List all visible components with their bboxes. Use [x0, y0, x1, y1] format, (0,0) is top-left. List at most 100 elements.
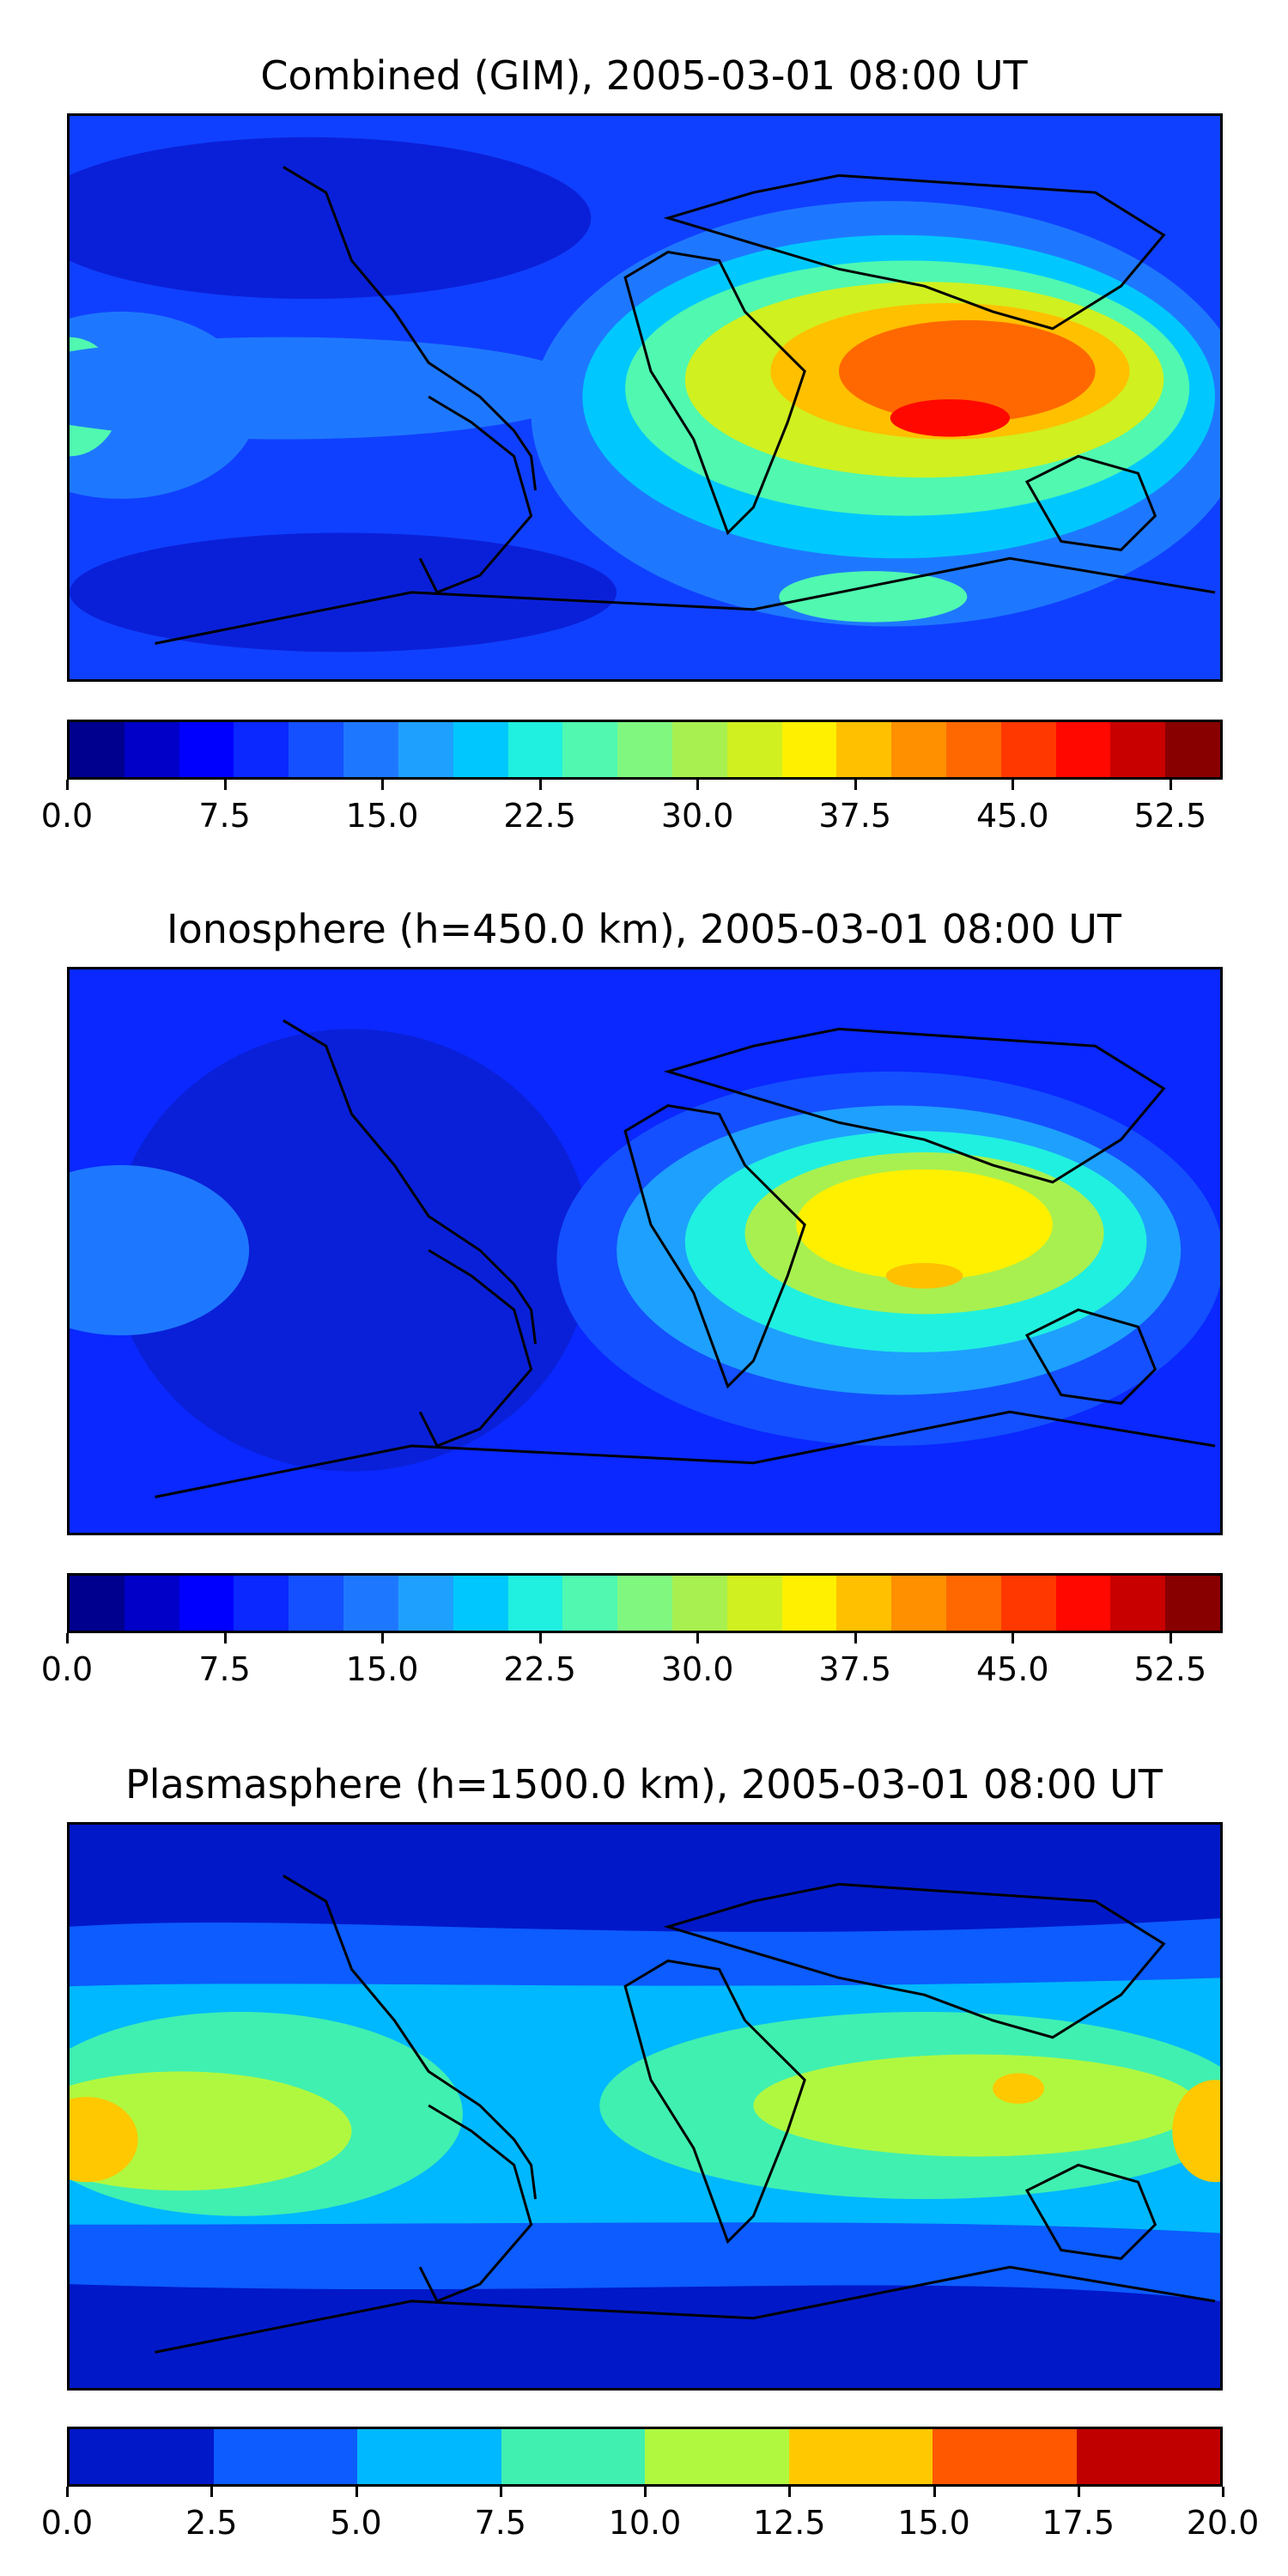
colorbar-segment	[1055, 1576, 1111, 1631]
tec-contour-4	[70, 2071, 352, 2191]
colorbar-segment	[891, 722, 946, 777]
map-plasmasphere	[67, 1822, 1223, 2391]
colorbar-segment	[124, 1576, 179, 1631]
colorbar-segment	[398, 1576, 453, 1631]
tec-band	[70, 337, 592, 440]
colorbar-segment	[933, 2429, 1077, 2484]
coastline-antarctica	[155, 556, 1216, 645]
tec-contour-6	[838, 319, 1096, 422]
colorbar-tick-label: 7.5	[198, 1650, 251, 1688]
map-ionosphere	[67, 967, 1223, 1535]
colorbar-segment	[891, 1576, 946, 1631]
colorbar-tick-label: 12.5	[752, 2504, 826, 2542]
coastline-americas	[283, 1874, 538, 2200]
tec-contour-6	[885, 1262, 963, 1289]
colorbar-tick-label: 0.0	[40, 2504, 94, 2542]
colorbar-segment	[1076, 2429, 1220, 2484]
colorbar-segment	[501, 2429, 645, 2484]
tec-band	[70, 1164, 250, 1336]
colorbar-segment	[836, 722, 892, 777]
coastline-australia	[1024, 2163, 1157, 2260]
colorbar-segment	[179, 722, 234, 777]
colorbar-segment	[946, 722, 1001, 777]
coastline-eurasia	[663, 1027, 1166, 1184]
colorbar-ticks-ionosphere: 0.0 7.5 15.0 22.5 30.0 37.5 45.0 52.5	[41, 1633, 1223, 1688]
colorbar-segment	[453, 722, 508, 777]
colorbar-segment	[343, 722, 398, 777]
colorbar-tick-label: 10.0	[608, 2504, 682, 2542]
colorbar-segment	[788, 2429, 933, 2484]
colorbar-segment	[289, 722, 344, 777]
coastline-eurasia	[663, 1882, 1166, 2039]
map-plasmasphere-svg	[70, 1825, 1220, 2388]
tec-contour-5	[993, 2073, 1044, 2105]
colorbar-tick-label: 17.5	[1042, 2504, 1115, 2542]
colorbar-segment	[289, 1576, 344, 1631]
map-combined	[67, 113, 1223, 682]
colorbar-segment	[507, 1576, 563, 1631]
colorbar-segment	[1055, 722, 1111, 777]
colorbar-tick-label: 15.0	[345, 797, 419, 835]
colorbar-tick-label: 45.0	[975, 1650, 1049, 1688]
coastlines	[155, 1874, 1216, 2354]
coastline-eurasia	[663, 173, 1166, 331]
colorbar-tick-label: 15.0	[897, 2504, 970, 2542]
colorbar-segment	[70, 1576, 125, 1631]
colorbar-segment	[671, 1576, 727, 1631]
colorbar-tick-label: 0.0	[40, 797, 94, 835]
coastline-americas	[283, 1019, 538, 1345]
colorbar-tick-label: 52.5	[1133, 1650, 1207, 1688]
colorbar-segment	[1165, 722, 1221, 777]
colorbar-tick-label: 5.0	[330, 2504, 382, 2542]
colorbar-segment	[1000, 1576, 1056, 1631]
panel-title-combined: Combined (GIM), 2005-03-01 08:00 UT	[260, 52, 1028, 99]
panel-title-plasmasphere: Plasmasphere (h=1500.0 km), 2005-03-01 0…	[125, 1761, 1163, 1807]
colorbar-segment	[726, 1576, 782, 1631]
coastline-africa	[623, 1103, 806, 1389]
colorbar-segment	[124, 722, 179, 777]
panel-title-ionosphere: Ionosphere (h=450.0 km), 2005-03-01 08:0…	[167, 906, 1121, 952]
colorbar-segment	[1110, 722, 1166, 777]
colorbar-ticks-plasmasphere: 0.0 2.5 5.0 7.5 10.0 12.5 15.0 17.5 20.0	[41, 2487, 1259, 2542]
tec-low-region	[70, 532, 617, 653]
coastline-africa	[623, 1959, 806, 2245]
colorbar-segment	[1000, 722, 1056, 777]
colorbar-segment	[562, 722, 618, 777]
colorbar-tick-label: 22.5	[503, 1650, 576, 1688]
colorbar-tick-label: 22.5	[503, 797, 576, 835]
coastlines	[155, 166, 1216, 645]
tec-low-region	[112, 1029, 592, 1472]
coastlines	[155, 1019, 1216, 1498]
colorbar-segment	[70, 722, 125, 777]
colorbar-segment	[453, 1576, 508, 1631]
colorbar-tick-label: 30.0	[660, 797, 734, 835]
tec-band	[779, 571, 968, 623]
colorbar-tick-label: 20.0	[1186, 2504, 1260, 2542]
tec-contour-5	[1172, 2080, 1220, 2183]
colorbar-tick-label: 30.0	[660, 1650, 734, 1688]
map-ionosphere-svg	[70, 969, 1220, 1533]
colorbar-segment	[234, 722, 289, 777]
colorbar-tick-label: 7.5	[474, 2504, 526, 2542]
colorbar-segment	[671, 722, 727, 777]
colorbar-segment	[562, 1576, 618, 1631]
colorbar-tick-label: 2.5	[185, 2504, 238, 2542]
tec-contour-7	[890, 398, 1011, 437]
colorbar-segment	[836, 1576, 892, 1631]
coastline-australia	[1024, 1308, 1157, 1405]
colorbar-segment	[781, 722, 837, 777]
colorbar-segment	[234, 1576, 289, 1631]
colorbar-ionosphere	[67, 1573, 1223, 1633]
colorbar-tick-label: 37.5	[818, 797, 892, 835]
colorbar-segment	[398, 722, 453, 777]
coastline-antarctica	[155, 1410, 1216, 1498]
coastline-africa	[623, 250, 806, 536]
colorbar-segment	[617, 1576, 672, 1631]
colorbar-segment	[179, 1576, 234, 1631]
colorbar-ticks-combined: 0.0 7.5 15.0 22.5 30.0 37.5 45.0 52.5	[41, 780, 1223, 835]
colorbar-tick-label: 7.5	[198, 797, 251, 835]
tec-contour-5	[70, 2097, 138, 2183]
colorbar-tick-label: 37.5	[818, 1650, 892, 1688]
tec-contour-5	[796, 1169, 1053, 1280]
colorbar-segment	[946, 1576, 1001, 1631]
